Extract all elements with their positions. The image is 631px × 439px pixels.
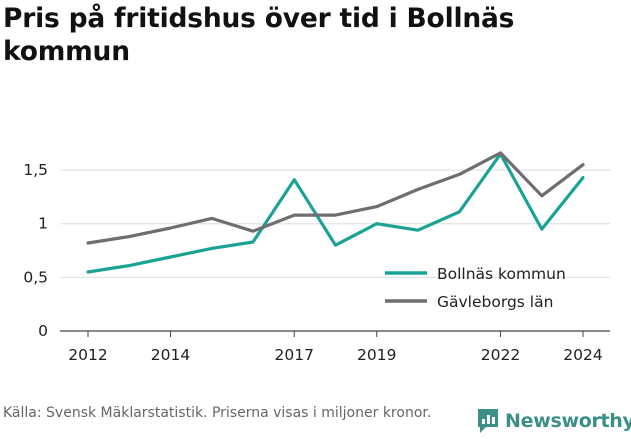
x-tick-label: 2012 bbox=[68, 346, 107, 364]
brand-name: Newsworthy bbox=[505, 410, 631, 432]
y-tick-label: 1,5 bbox=[23, 161, 48, 179]
x-tick-label: 2017 bbox=[275, 346, 314, 364]
x-tick-label: 2022 bbox=[481, 346, 520, 364]
x-axis-ticks: 2012 2014 2017 2019 2022 2024 bbox=[68, 331, 603, 364]
legend: Bollnäs kommun Gävleborgs län bbox=[385, 265, 566, 311]
newsworthy-logo-icon bbox=[478, 409, 498, 433]
series-line-2 bbox=[86, 151, 585, 245]
legend-label: Gävleborgs län bbox=[437, 293, 553, 311]
series-line-1 bbox=[86, 152, 585, 274]
x-tick-label: 2024 bbox=[563, 346, 602, 364]
legend-label: Bollnäs kommun bbox=[437, 265, 566, 283]
y-tick-label: 0,5 bbox=[23, 268, 48, 286]
y-tick-label: 0 bbox=[38, 322, 48, 340]
source-note: Källa: Svensk Mäklarstatistik. Priserna … bbox=[3, 405, 432, 421]
y-axis-ticks: 0 0,5 1 1,5 bbox=[23, 161, 48, 340]
chart-title: Pris på fritidshus över tid i Bollnäs ko… bbox=[3, 3, 515, 67]
x-tick-label: 2019 bbox=[357, 346, 396, 364]
series-lines bbox=[86, 151, 585, 274]
x-tick-label: 2014 bbox=[151, 346, 190, 364]
newsworthy-logo: Newsworthy bbox=[476, 408, 631, 434]
y-tick-label: 1 bbox=[38, 215, 48, 233]
